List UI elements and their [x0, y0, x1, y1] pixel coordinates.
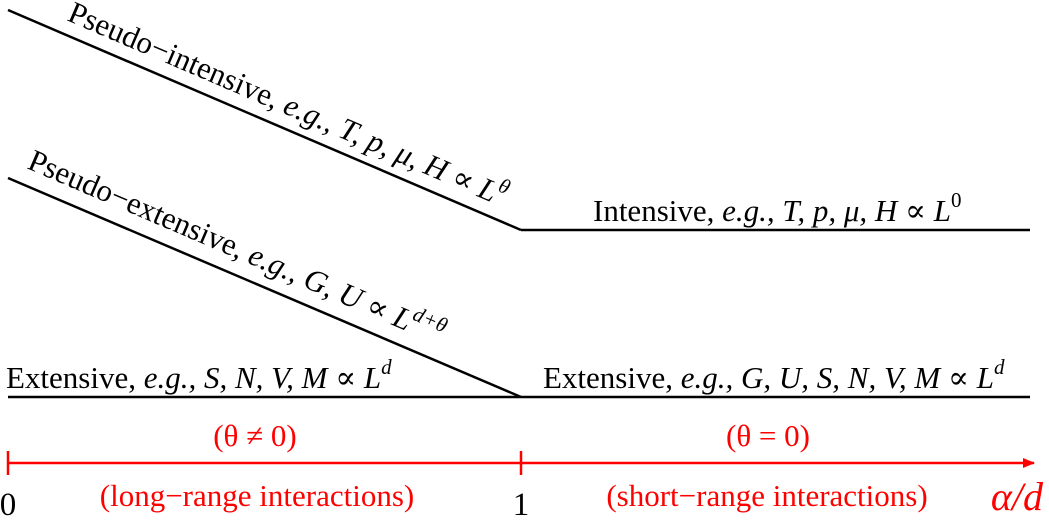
long-range-regime-label: (long−range interactions): [100, 478, 414, 513]
pseudo-extensive-label: Pseudo−extensive, e.g., G, U ∝ Ld+θ: [23, 139, 451, 352]
axis-tick-1-label: 1: [513, 487, 530, 523]
right-condition-label: (θ = 0): [726, 418, 810, 453]
extensive-long-range-label: Extensive, e.g., S, N, V, M ∝ Ld: [6, 355, 392, 395]
pseudo-intensive-line: [7, 8, 522, 232]
left-condition-label: (θ ≠ 0): [213, 418, 297, 453]
axis-tick-0-label: 0: [0, 487, 16, 523]
axis-label: α/d: [991, 474, 1044, 519]
extensive-short-range-label: Extensive, e.g., G, U, S, N, V, M ∝ Ld: [543, 355, 1005, 395]
pseudo-extensive-line: [7, 176, 522, 399]
intensive-label: Intensive, e.g., T, p, μ, H ∝ L0: [593, 188, 962, 228]
short-range-regime-label: (short−range interactions): [606, 478, 927, 513]
pseudo-intensive-label: Pseudo−intensive, e.g., T, p, μ, H ∝ Lθ: [63, 0, 514, 213]
